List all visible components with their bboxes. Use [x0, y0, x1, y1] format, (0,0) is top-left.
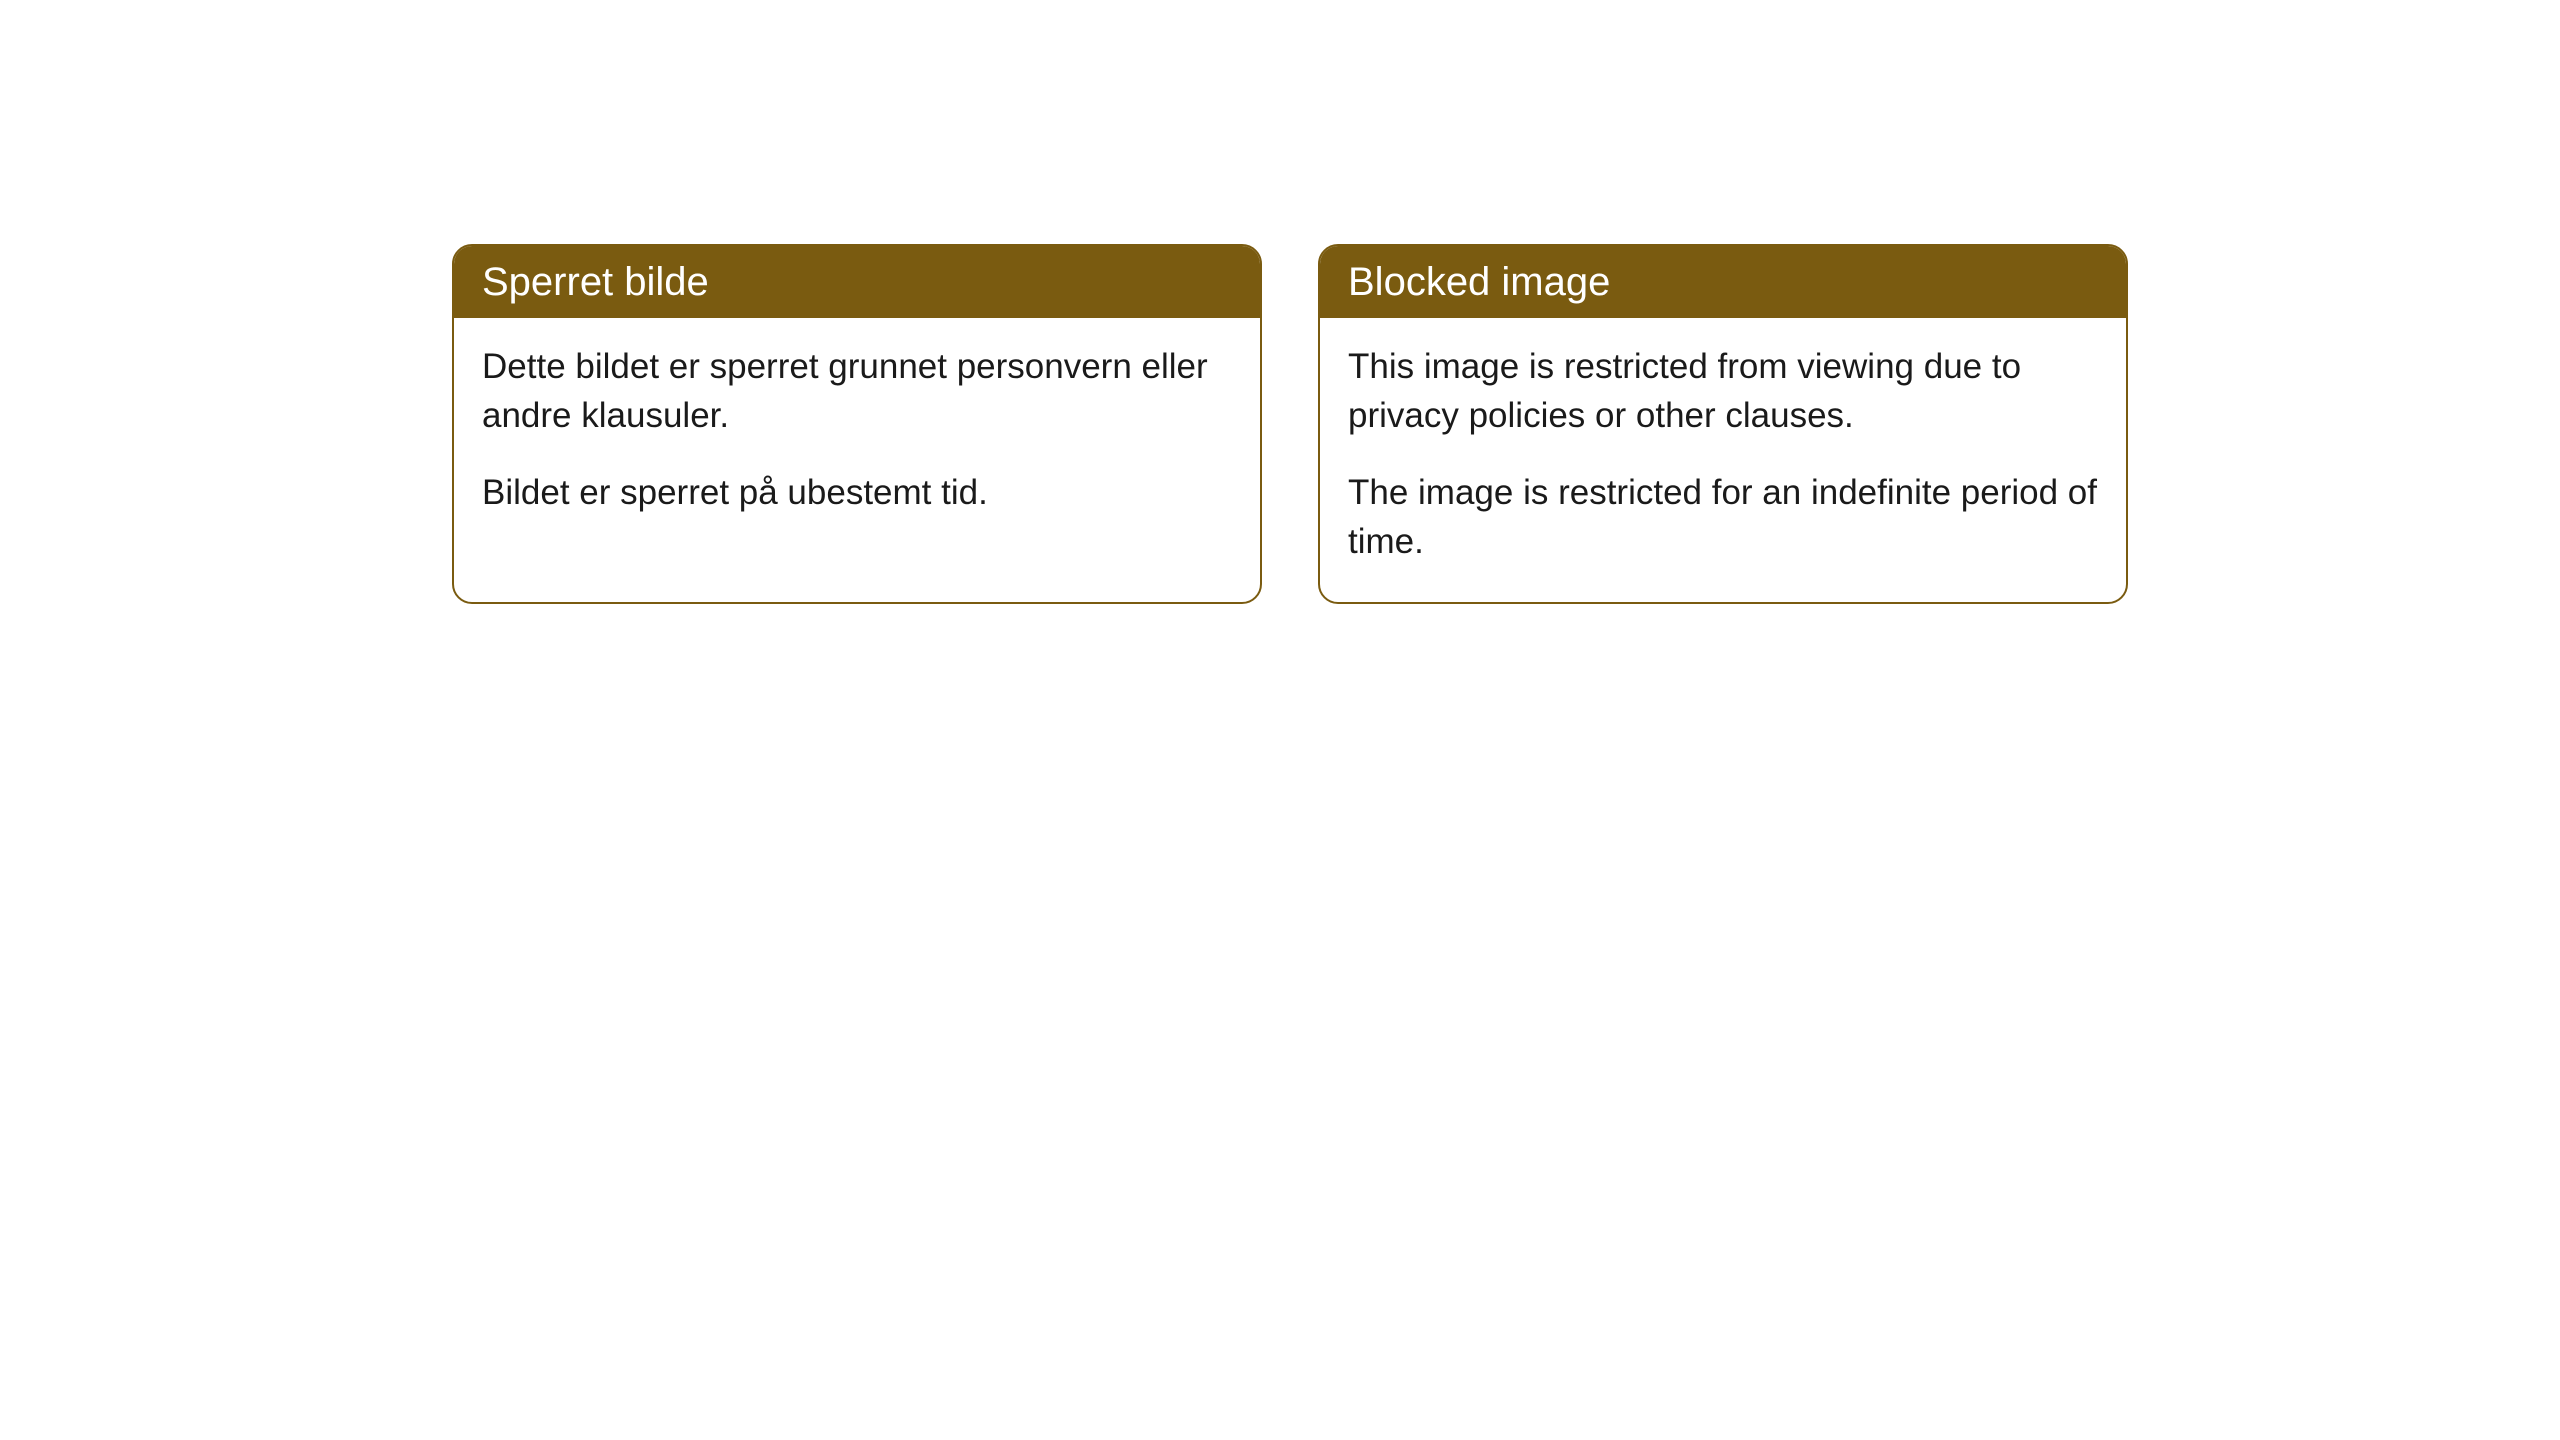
notice-card-norwegian: Sperret bilde Dette bildet er sperret gr… [452, 244, 1262, 604]
notice-card-english: Blocked image This image is restricted f… [1318, 244, 2128, 604]
notice-paragraph: Bildet er sperret på ubestemt tid. [482, 468, 1232, 517]
notice-paragraph: Dette bildet er sperret grunnet personve… [482, 342, 1232, 440]
notice-container: Sperret bilde Dette bildet er sperret gr… [0, 0, 2560, 604]
notice-title: Blocked image [1320, 246, 2126, 318]
notice-body: This image is restricted from viewing du… [1320, 318, 2126, 602]
notice-paragraph: This image is restricted from viewing du… [1348, 342, 2098, 440]
notice-title: Sperret bilde [454, 246, 1260, 318]
notice-paragraph: The image is restricted for an indefinit… [1348, 468, 2098, 566]
notice-body: Dette bildet er sperret grunnet personve… [454, 318, 1260, 553]
